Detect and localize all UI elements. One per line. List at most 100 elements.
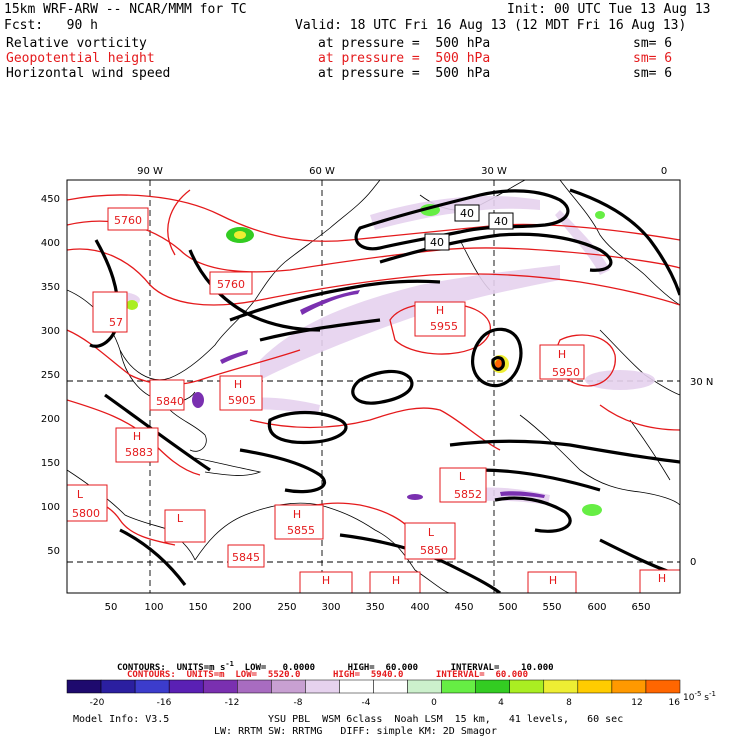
colorbar-swatch xyxy=(645,679,681,694)
svg-text:H: H xyxy=(658,572,666,585)
svg-text:400: 400 xyxy=(410,602,429,613)
svg-text:-20: -20 xyxy=(90,698,105,708)
svg-text:-16: -16 xyxy=(157,698,172,708)
physics-line-1: YSU PBL WSM 6class Noah LSM 15 km, 41 le… xyxy=(268,714,624,725)
lon-label-0: 0 xyxy=(661,166,667,177)
svg-text:250: 250 xyxy=(41,370,60,381)
svg-text:0: 0 xyxy=(431,698,437,708)
svg-text:16: 16 xyxy=(669,698,681,708)
svg-text:5852: 5852 xyxy=(454,488,482,501)
model-info: Model Info: V3.5 xyxy=(73,714,170,725)
svg-text:L: L xyxy=(428,526,435,539)
svg-text:H: H xyxy=(436,304,444,317)
svg-text:450: 450 xyxy=(454,602,473,613)
contour-info-red: CONTOURS: UNITS=m LOW= 5520.0 HIGH= 5940… xyxy=(127,670,529,680)
field-pressure-vorticity: at pressure = 500 hPa xyxy=(318,36,491,51)
vorticity-streaks xyxy=(192,290,545,500)
svg-text:200: 200 xyxy=(41,414,60,425)
svg-text:200: 200 xyxy=(232,602,251,613)
map-plot-area: 5760 5760 57 5840 H 5905 H 5883 L 5800 L… xyxy=(67,180,680,593)
svg-text:5855: 5855 xyxy=(287,524,315,537)
svg-text:40: 40 xyxy=(460,207,474,220)
svg-text:40: 40 xyxy=(494,215,508,228)
lon-label-60w: 60 W xyxy=(309,166,335,177)
field-name-wind: Horizontal wind speed xyxy=(6,66,171,81)
svg-text:5905: 5905 xyxy=(228,394,256,407)
svg-text:5760: 5760 xyxy=(217,278,245,291)
y-axis: 450 400 350 300 250 200 150 100 50 xyxy=(41,194,60,557)
lat-label-0: 0 xyxy=(690,557,696,568)
svg-text:5850: 5850 xyxy=(420,544,448,557)
svg-text:L: L xyxy=(177,512,184,525)
svg-text:5840: 5840 xyxy=(156,395,184,408)
svg-text:H: H xyxy=(293,508,301,521)
svg-text:4: 4 xyxy=(498,698,504,708)
svg-text:500: 500 xyxy=(498,602,517,613)
forecast-hour: Fcst: 90 h xyxy=(4,18,98,33)
field-name-vorticity: Relative vorticity xyxy=(6,36,147,51)
field-pressure-wind: at pressure = 500 hPa xyxy=(318,66,491,81)
svg-text:300: 300 xyxy=(41,326,60,337)
colorbar-units: 10-5 s-1 xyxy=(683,690,716,703)
field-sm-vorticity: sm= 6 xyxy=(633,36,673,51)
svg-text:H: H xyxy=(558,348,566,361)
svg-text:-4: -4 xyxy=(362,698,371,708)
svg-text:400: 400 xyxy=(41,238,60,249)
svg-text:5883: 5883 xyxy=(125,446,153,459)
contour-info-black: CONTOURS: UNITS=m s-1 LOW= 0.0000 HIGH= … xyxy=(117,660,554,673)
svg-text:50: 50 xyxy=(105,602,118,613)
svg-text:150: 150 xyxy=(41,458,60,469)
svg-text:350: 350 xyxy=(41,282,60,293)
svg-text:350: 350 xyxy=(365,602,384,613)
lon-label-90w: 90 W xyxy=(137,166,163,177)
svg-text:H: H xyxy=(234,378,242,391)
colorbar-labels: -20 -16 -12 -8 -4 0 4 8 12 16 xyxy=(90,698,681,708)
wind-labels: 40 40 40 xyxy=(424,204,514,251)
valid-time: Valid: 18 UTC Fri 16 Aug 13 (12 MDT Fri … xyxy=(295,18,687,33)
svg-text:H: H xyxy=(322,574,330,587)
field-pressure-height: at pressure = 500 hPa xyxy=(318,51,491,66)
svg-text:L: L xyxy=(459,470,466,483)
svg-text:100: 100 xyxy=(144,602,163,613)
svg-text:8: 8 xyxy=(566,698,572,708)
svg-text:L: L xyxy=(77,488,84,501)
svg-text:12: 12 xyxy=(631,698,642,708)
svg-text:650: 650 xyxy=(631,602,650,613)
colorbar xyxy=(66,679,681,694)
svg-text:5845: 5845 xyxy=(232,551,260,564)
field-sm-height: sm= 6 xyxy=(633,51,673,66)
model-title: 15km WRF-ARW -- NCAR/MMM for TC xyxy=(4,2,247,17)
svg-text:50: 50 xyxy=(47,546,60,557)
field-name-height: Geopotential height xyxy=(6,51,155,66)
vorticity-positive xyxy=(85,204,605,516)
svg-text:150: 150 xyxy=(188,602,207,613)
plot-frame xyxy=(66,179,681,594)
lon-label-30w: 30 W xyxy=(481,166,507,177)
lat-label-30n: 30 N xyxy=(690,377,713,388)
svg-text:250: 250 xyxy=(277,602,296,613)
svg-text:450: 450 xyxy=(41,194,60,205)
svg-text:H: H xyxy=(549,574,557,587)
svg-text:5955: 5955 xyxy=(430,320,458,333)
height-labels: 5760 5760 57 5840 H 5905 H 5883 L 5800 L… xyxy=(67,207,680,593)
field-sm-wind: sm= 6 xyxy=(633,66,673,81)
svg-text:H: H xyxy=(133,430,141,443)
colorbar-swatch xyxy=(66,679,102,694)
svg-text:5800: 5800 xyxy=(72,507,100,520)
svg-text:5950: 5950 xyxy=(552,366,580,379)
colorbar-swatch xyxy=(577,679,613,694)
svg-text:600: 600 xyxy=(587,602,606,613)
svg-text:550: 550 xyxy=(542,602,561,613)
svg-text:57: 57 xyxy=(109,316,123,329)
svg-text:300: 300 xyxy=(321,602,340,613)
svg-text:H: H xyxy=(392,574,400,587)
svg-text:-8: -8 xyxy=(294,698,303,708)
colorbar-swatch xyxy=(543,679,579,694)
svg-text:40: 40 xyxy=(430,236,444,249)
svg-text:100: 100 xyxy=(41,502,60,513)
x-axis: 50 100 150 200 250 300 350 400 450 500 5… xyxy=(105,602,651,613)
physics-line-2: LW: RRTM SW: RRTMG DIFF: simple KM: 2D S… xyxy=(214,726,497,737)
svg-text:5760: 5760 xyxy=(114,214,142,227)
init-time: Init: 00 UTC Tue 13 Aug 13 xyxy=(507,2,711,17)
